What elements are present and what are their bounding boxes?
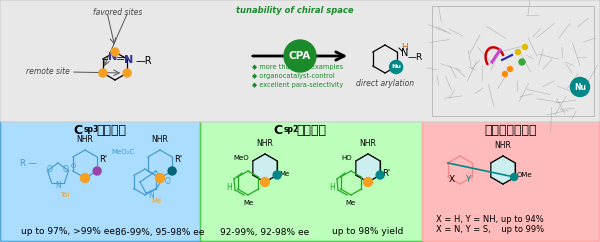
Text: CPA: CPA <box>289 51 311 61</box>
Text: NHR: NHR <box>359 139 376 148</box>
Text: Nu: Nu <box>391 65 401 69</box>
Text: NHR: NHR <box>152 135 169 144</box>
Text: O: O <box>165 177 171 187</box>
Text: X = N, Y = S,    up to 99%: X = N, Y = S, up to 99% <box>436 225 544 234</box>
Text: R': R' <box>99 154 107 164</box>
Text: =: = <box>116 54 125 64</box>
Circle shape <box>376 171 384 179</box>
Text: 亲核试剂: 亲核试剂 <box>296 123 326 136</box>
Text: Me: Me <box>346 200 356 206</box>
Text: remote site: remote site <box>26 68 70 76</box>
Circle shape <box>364 177 373 187</box>
Text: tunability of chiral space: tunability of chiral space <box>236 6 354 15</box>
FancyBboxPatch shape <box>200 121 424 242</box>
Text: C: C <box>274 123 283 136</box>
Polygon shape <box>491 156 515 184</box>
Circle shape <box>155 174 164 182</box>
Text: up to 97%, >99% ee: up to 97%, >99% ee <box>21 227 115 236</box>
Text: NHR: NHR <box>77 135 94 144</box>
Text: NHR: NHR <box>494 141 511 150</box>
Text: sp3: sp3 <box>84 125 99 134</box>
Text: 92-99%, 92-98% ee: 92-99%, 92-98% ee <box>220 227 310 236</box>
Text: Me: Me <box>279 171 289 177</box>
Circle shape <box>111 48 119 56</box>
Text: C: C <box>74 123 83 136</box>
Circle shape <box>284 40 316 72</box>
Circle shape <box>260 177 269 187</box>
Text: R': R' <box>174 154 182 164</box>
Text: X: X <box>449 174 455 183</box>
Circle shape <box>523 45 527 50</box>
Polygon shape <box>253 154 277 182</box>
Text: up to 98% yield: up to 98% yield <box>332 227 404 236</box>
Text: MeO₂C: MeO₂C <box>112 149 135 155</box>
FancyBboxPatch shape <box>422 121 599 242</box>
FancyBboxPatch shape <box>432 6 594 116</box>
Text: HO: HO <box>341 155 352 161</box>
Text: O: O <box>47 166 53 174</box>
Text: ◆ more than 100 examples: ◆ more than 100 examples <box>252 64 343 70</box>
Text: Me: Me <box>243 200 253 206</box>
Text: ◆ excellent para-selectivity: ◆ excellent para-selectivity <box>252 82 343 88</box>
Circle shape <box>123 69 131 77</box>
Text: direct arylation: direct arylation <box>356 79 414 88</box>
Circle shape <box>273 171 281 179</box>
Circle shape <box>80 174 89 182</box>
Circle shape <box>508 67 512 71</box>
Text: —R: —R <box>408 53 423 62</box>
Text: H: H <box>329 183 335 192</box>
Text: N: N <box>108 52 118 62</box>
FancyBboxPatch shape <box>1 121 202 242</box>
Text: 86-99%, 95-98% ee: 86-99%, 95-98% ee <box>115 227 205 236</box>
Text: favored sites: favored sites <box>94 8 143 17</box>
Circle shape <box>389 60 403 74</box>
Circle shape <box>519 59 525 65</box>
Text: Me: Me <box>151 198 161 204</box>
Circle shape <box>99 69 107 77</box>
Circle shape <box>571 77 589 97</box>
FancyBboxPatch shape <box>0 0 600 122</box>
Text: O: O <box>71 163 76 169</box>
Text: H: H <box>401 43 408 52</box>
Text: Tol: Tol <box>61 192 70 198</box>
Text: X = H, Y = NH, up to 94%: X = H, Y = NH, up to 94% <box>436 214 544 224</box>
Text: H: H <box>226 183 232 192</box>
Text: R —: R — <box>20 159 37 167</box>
Text: O: O <box>63 166 69 174</box>
Text: OMe: OMe <box>517 172 533 178</box>
Text: NHR: NHR <box>257 139 274 148</box>
Circle shape <box>93 167 101 175</box>
Circle shape <box>503 71 508 76</box>
Circle shape <box>511 174 518 181</box>
Text: MeO: MeO <box>233 155 249 161</box>
Text: N: N <box>401 48 409 58</box>
Circle shape <box>168 167 176 175</box>
Text: sp2: sp2 <box>284 125 299 134</box>
Text: Y: Y <box>466 174 470 183</box>
Text: N: N <box>55 181 61 189</box>
Text: N: N <box>124 55 134 65</box>
Text: R': R' <box>382 169 390 179</box>
Text: Nu: Nu <box>574 83 586 91</box>
Text: ◆ organocatalyst-control: ◆ organocatalyst-control <box>252 73 335 79</box>
Polygon shape <box>356 154 380 182</box>
Text: —R: —R <box>136 56 152 66</box>
Circle shape <box>515 50 521 54</box>
Text: 亲核试剂: 亲核试剂 <box>96 123 126 136</box>
Text: 杂原子亲核试剂: 杂原子亲核试剂 <box>485 123 537 136</box>
Text: N: N <box>148 190 154 199</box>
